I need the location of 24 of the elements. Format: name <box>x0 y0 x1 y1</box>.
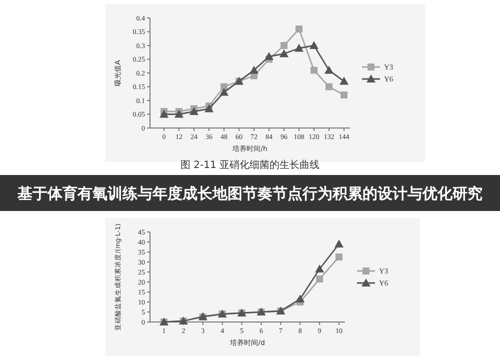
point <box>334 240 344 248</box>
point <box>340 76 348 85</box>
point <box>160 110 168 118</box>
point <box>310 41 318 49</box>
point <box>220 88 228 96</box>
point <box>280 49 288 58</box>
point <box>316 276 324 282</box>
point <box>264 52 274 60</box>
text: 图 2-11 亚硝化细菌的生长曲线 <box>180 159 320 171</box>
point <box>250 66 258 74</box>
point <box>296 26 302 32</box>
point <box>174 110 184 118</box>
point <box>315 264 324 272</box>
point <box>296 294 305 302</box>
point <box>340 92 348 98</box>
point <box>190 107 198 115</box>
point <box>310 66 318 74</box>
point <box>204 104 214 112</box>
text: 基于体育有氧训练与年度成长地图节奏节点行为积累的设计与优化研究 <box>16 184 482 202</box>
point <box>336 254 342 260</box>
point <box>280 42 288 49</box>
point <box>326 83 332 90</box>
point <box>294 44 304 52</box>
point <box>324 66 334 74</box>
